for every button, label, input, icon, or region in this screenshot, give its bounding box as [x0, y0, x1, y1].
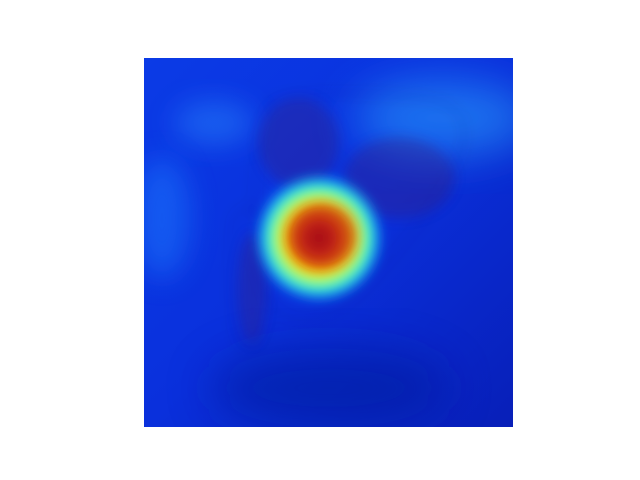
heatmap-overlay-image [144, 58, 513, 427]
